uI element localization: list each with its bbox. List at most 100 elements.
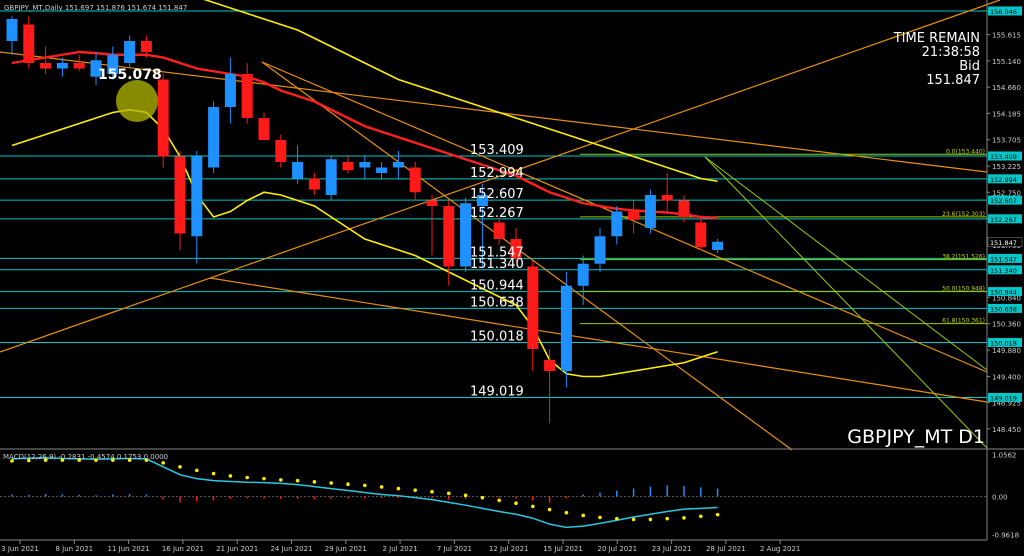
macd-signal-dot — [245, 475, 249, 480]
band-upper-line — [203, 0, 718, 183]
price-tag-box — [988, 265, 1022, 275]
trend-line-orange-3 — [0, 0, 1001, 353]
time-tick-label: 3 Jun 2021 — [1, 545, 39, 553]
candle-body — [409, 167, 421, 193]
level-label: 150.944 — [470, 279, 524, 294]
macd-signal-dot — [396, 486, 401, 491]
price-tag-box — [988, 338, 1022, 348]
fib-level-label: 0.0(153.440) — [946, 148, 985, 155]
macd-signal-dot — [363, 483, 367, 488]
time-tick-label: 15 Jul 2021 — [543, 545, 583, 553]
highlight-marker — [116, 80, 158, 122]
candle-body — [628, 211, 640, 220]
time-tick-label: 12 Jul 2021 — [489, 545, 529, 553]
time-tick-label: 11 Jun 2021 — [108, 545, 150, 553]
price-tag-label: 150.944 — [990, 289, 1017, 297]
macd-signal-dot — [329, 481, 334, 485]
level-label: 152.267 — [470, 206, 524, 221]
bid-label: Bid — [959, 59, 980, 74]
candle-body — [460, 203, 472, 267]
candle-body — [426, 200, 438, 206]
macd-signal-dot — [10, 459, 14, 463]
macd-signal-dot — [631, 517, 636, 522]
time-tick-label: 20 Jul 2021 — [597, 545, 637, 553]
candle-body — [325, 159, 337, 195]
price-tick-label: 150.360 — [992, 321, 1021, 329]
fib-level-label: 38.2(151.526) — [942, 254, 985, 261]
time-axis: 3 Jun 2021 8 Jun 2021 11 Jun 2021 16 Jun 20… — [1, 540, 800, 553]
macd-signal-dot — [262, 476, 266, 481]
candle-body — [712, 241, 724, 250]
macd-signal-dot — [531, 504, 535, 509]
price-tag-label: 153.409 — [990, 153, 1017, 161]
candle-body — [493, 222, 505, 239]
macd-signal-dot — [60, 458, 65, 462]
time-tick-label: 8 Jun 2021 — [55, 545, 93, 553]
macd-tick-label: -0.9618 — [992, 532, 1019, 540]
macd-signal-dot — [279, 478, 283, 482]
candle-body — [644, 195, 656, 228]
price-tick-label: 153.705 — [992, 137, 1021, 145]
candle-body — [224, 74, 236, 107]
bid-value: 151.847 — [926, 73, 980, 88]
macd-signal-dot — [547, 507, 552, 512]
candle-body — [476, 195, 488, 206]
time-tick-label: 28 Jul 2021 — [706, 545, 746, 553]
macd-signal-dot — [312, 480, 317, 484]
candle-body — [275, 140, 287, 162]
price-tag-label: 152.994 — [990, 176, 1017, 184]
macd-signal-dot — [161, 461, 165, 465]
fib-level-label: 50.0(150.948) — [942, 285, 985, 292]
time-tick-label: 24 Jun 2021 — [270, 545, 312, 553]
macd-signal-dot — [581, 513, 585, 518]
price-tag-box — [988, 195, 1022, 205]
level-label: 153.409 — [470, 143, 524, 158]
price-tag-box — [988, 392, 1022, 402]
price-tag-label: 150.638 — [990, 305, 1017, 313]
candle-body — [577, 263, 589, 286]
macd-signal-dot — [379, 485, 384, 489]
level-label: 150.638 — [470, 295, 524, 310]
price-tick-label: 149.400 — [992, 374, 1021, 382]
candle-body — [560, 285, 572, 371]
trend-line-green-1 — [704, 156, 988, 371]
macd-signal-dot — [598, 515, 602, 520]
price-tag-label: 150.018 — [990, 340, 1017, 348]
macd-tick-label: 0.00 — [992, 493, 1008, 501]
candle-body — [544, 360, 556, 371]
macd-signal-dot — [665, 516, 669, 521]
macd-tick-label: 1.0562 — [992, 452, 1017, 460]
level-label: 152.607 — [470, 187, 524, 202]
time-tick-label: 2 Jul 2021 — [383, 545, 418, 553]
time-tick-label: 23 Jul 2021 — [652, 545, 692, 553]
macd-signal-dot — [295, 478, 300, 483]
candle-body — [6, 19, 18, 41]
candles — [6, 16, 724, 424]
macd-signal-dot — [27, 458, 31, 463]
macd-signal-dot — [228, 474, 233, 478]
time-tick-label: 16 Jun 2021 — [162, 545, 204, 553]
candle-body — [191, 156, 203, 237]
price-tag-box — [988, 303, 1022, 313]
price-tick-label: 155.615 — [992, 32, 1021, 40]
macd-signal-dot — [127, 458, 132, 462]
candle-body — [208, 107, 220, 168]
macd-header: MACD(12,26,9) -0.2831 -0.4574 0.1753 0.0… — [3, 453, 168, 461]
macd-signal-dot — [144, 458, 149, 462]
price-tag-box — [988, 6, 1022, 16]
price-tick-label: 150.840 — [992, 294, 1021, 302]
macd-signal-dot — [699, 514, 703, 519]
highlight-label: 155.078 — [98, 67, 162, 83]
macd-signal-dot — [94, 458, 98, 462]
candle-body — [695, 222, 707, 248]
macd-signal-dot — [648, 517, 653, 522]
level-labels: 153.409 152.994 152.607 152.267 151.547151.3… — [470, 143, 524, 399]
macd-signal-dot — [430, 489, 434, 494]
macd-signal-dot — [480, 495, 485, 500]
price-tag-label: 151.340 — [990, 267, 1017, 275]
candle-body — [241, 74, 253, 118]
level-label: 149.019 — [470, 384, 524, 399]
fib-level-label: 23.6(152.303) — [942, 211, 985, 218]
trend-line-green-2 — [704, 156, 988, 449]
candle-body — [23, 24, 35, 63]
